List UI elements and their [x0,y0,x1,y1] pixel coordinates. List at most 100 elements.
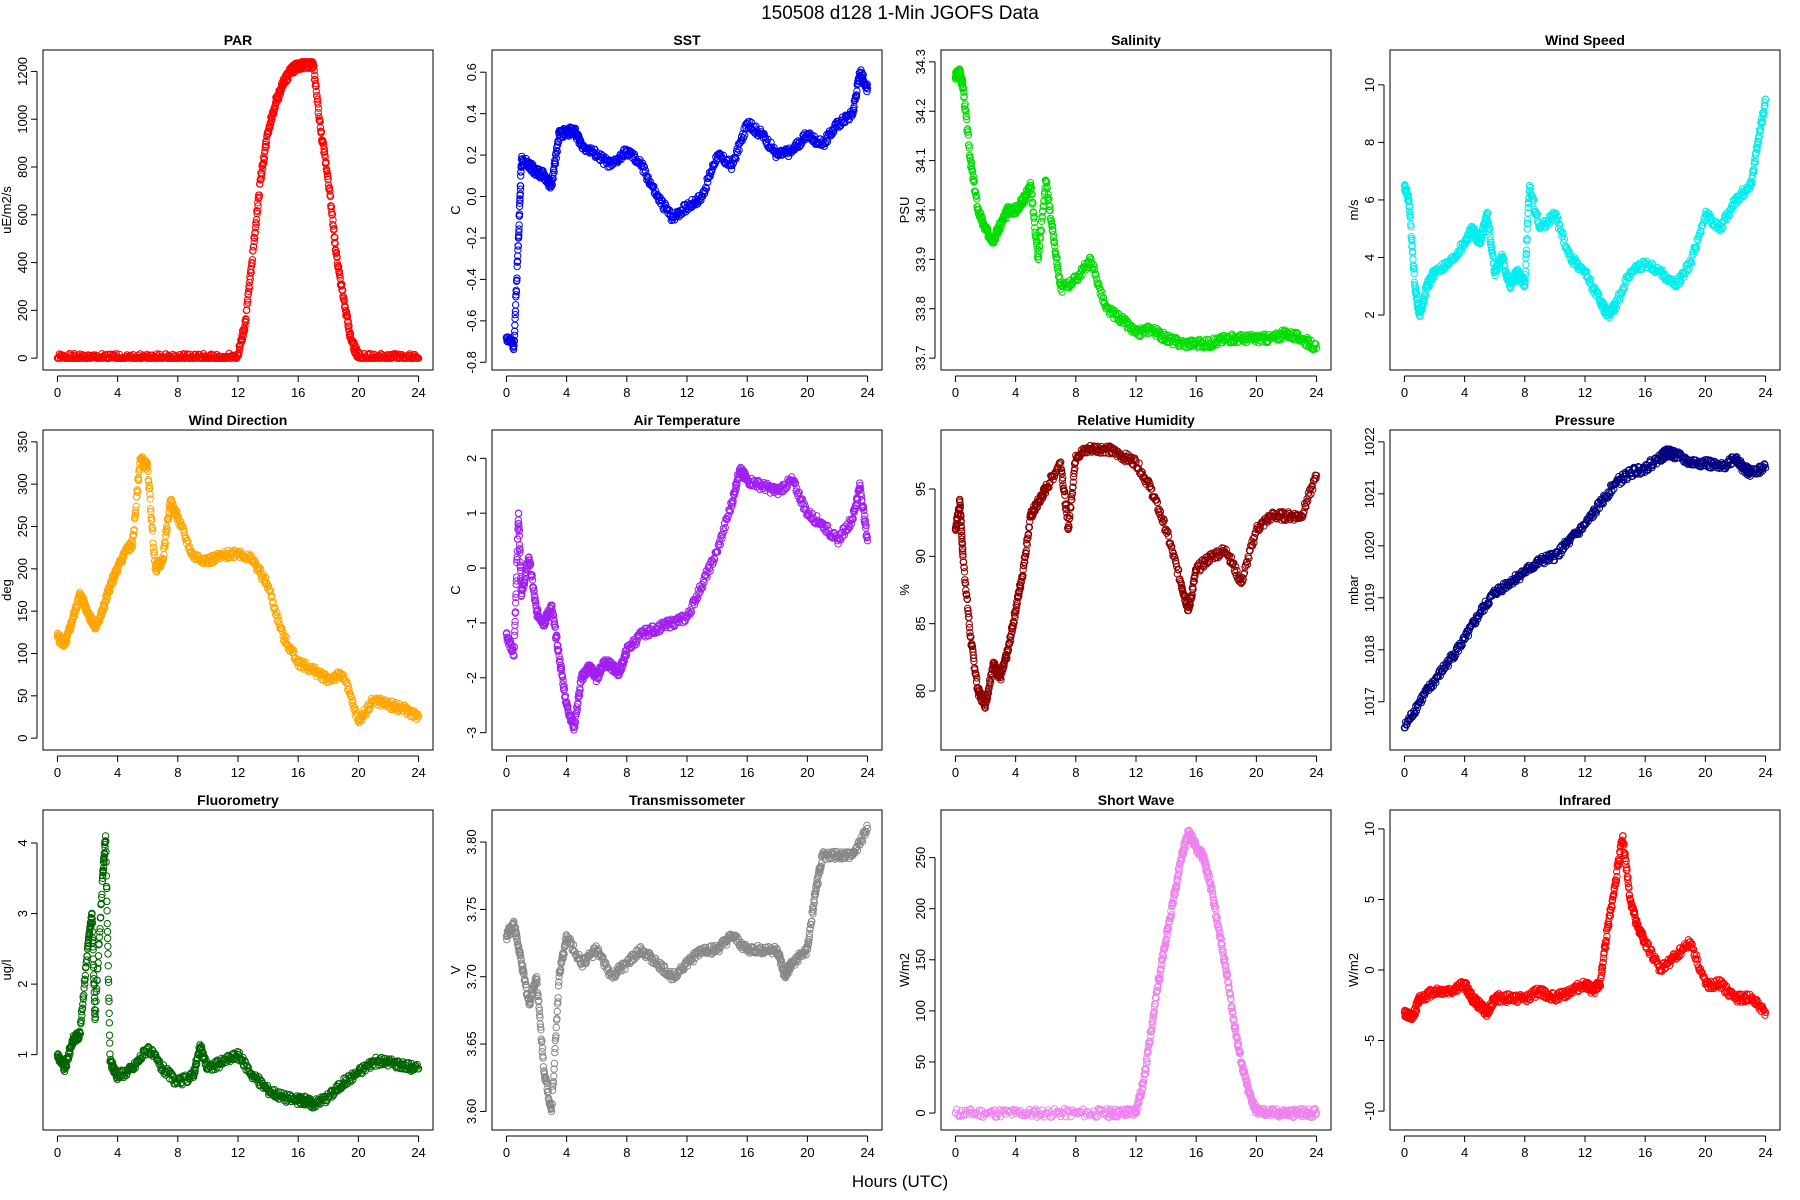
x-tick-label: 4 [1461,385,1468,400]
data-point [312,87,321,96]
data-point [332,248,341,257]
data-point [259,164,267,173]
y-tick-label: 0 [15,735,30,742]
x-tick-label: 12 [680,385,694,400]
data-point [317,127,326,136]
data-point [242,315,250,324]
y-tick-label: -0.8 [464,351,479,373]
y-tick-label: 6 [1362,196,1377,203]
y-axis: 33.733.833.934.034.134.234.3 [913,49,936,371]
figure-x-axis-label: Hours (UTC) [852,1172,948,1191]
y-axis-label: deg [0,579,14,601]
data-point [262,142,270,151]
data-point [343,313,352,321]
panel-title: Salinity [1111,32,1161,48]
y-tick-label: -0.6 [464,310,479,332]
y-tick-label: 33.8 [913,296,928,321]
x-tick-label: 20 [800,385,814,400]
x-tick-label: 8 [1072,765,1079,780]
data-point [312,82,320,91]
y-tick-label: -3 [464,727,479,739]
data-point [345,322,353,330]
data-point [335,267,343,275]
y-tick-label: 50 [15,689,30,703]
series-points [53,453,423,727]
data-point [249,246,257,255]
y-tick-label: -0.4 [464,268,479,290]
data-point [327,202,336,211]
plot-frame [940,429,1332,751]
data-point [314,104,323,112]
x-tick-label: 16 [740,765,754,780]
data-point [144,467,152,475]
data-point [240,326,249,334]
data-point [323,170,332,178]
data-point [339,293,348,301]
x-tick-label: 16 [740,385,754,400]
data-point [262,137,270,145]
x-axis: 0 4 8 12 16 20 24 [54,375,426,400]
x-tick-label: 0 [1401,385,1408,400]
x-tick-label: 8 [623,765,630,780]
data-point [253,206,261,215]
x-axis: 0 4 8 12 16 20 24 [503,755,875,780]
data-point [329,222,337,230]
data-point [253,210,261,218]
y-tick-label: 85 [913,616,928,630]
data-point [270,109,278,118]
data-point [250,237,259,246]
y-tick-label: 100 [15,643,30,665]
y-axis-label: uE/m2/s [0,186,14,234]
x-tick-label: 8 [1521,385,1528,400]
data-point [253,207,262,215]
y-tick-label: 2 [1362,311,1377,318]
y-tick-label: 33.7 [913,345,928,370]
y-tick-label: 34.3 [913,49,928,74]
x-tick-label: 24 [1758,385,1772,400]
data-point [251,228,259,236]
data-point [248,260,256,268]
data-point [342,311,350,320]
y-tick-label: 80 [913,684,928,698]
plot-frame [1389,49,1781,371]
y-tick-label: 250 [15,516,30,538]
data-point [266,120,275,128]
data-point [250,233,258,242]
x-tick-label: 12 [1129,385,1143,400]
y-tick-label: 800 [15,156,30,178]
y-tick-label: 95 [913,482,928,496]
x-tick-label: 4 [114,385,121,400]
panel-title: Wind Speed [1545,32,1625,48]
x-tick-label: 24 [1309,385,1323,400]
plot-frame [491,429,883,751]
data-point [338,286,347,294]
x-tick-label: 4 [563,385,570,400]
data-point [252,220,260,228]
y-tick-label: 10 [1362,78,1377,92]
data-point [334,262,343,271]
data-point [248,256,257,264]
data-point [260,159,268,167]
y-tick-label: 34.2 [913,99,928,124]
data-point [1522,260,1530,269]
y-tick-label: 400 [15,252,30,274]
y-tick-label: 4 [1362,254,1377,261]
data-point [330,225,338,233]
x-tick-label: 24 [411,765,425,780]
data-point [342,308,351,316]
data-point [336,272,344,280]
panel-title: SST [673,32,701,48]
x-tick-label: 20 [351,385,365,400]
data-point [254,194,263,203]
y-tick-label: 1 [464,510,479,517]
data-point [310,66,318,75]
x-tick-label: 16 [291,385,305,400]
data-point [262,138,271,146]
y-tick-label: 1200 [15,57,30,86]
x-tick-label: 24 [1309,765,1323,780]
data-point [146,495,154,503]
data-point [1409,255,1417,263]
